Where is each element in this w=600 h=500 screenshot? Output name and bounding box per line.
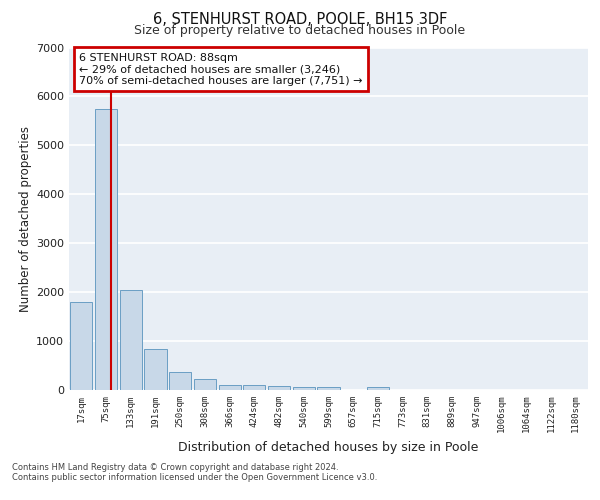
Bar: [218, 384, 241, 390]
Text: Contains HM Land Registry data © Crown copyright and database right 2024.: Contains HM Land Registry data © Crown c…: [12, 462, 338, 471]
Bar: [70, 302, 92, 390]
Bar: [367, 386, 389, 390]
Bar: [194, 378, 216, 390]
Text: 6, STENHURST ROAD, POOLE, BH15 3DF: 6, STENHURST ROAD, POOLE, BH15 3DF: [153, 12, 447, 28]
Bar: [95, 108, 117, 390]
Bar: [293, 387, 315, 390]
Bar: [317, 388, 340, 390]
Bar: [243, 386, 265, 390]
Text: Contains public sector information licensed under the Open Government Licence v3: Contains public sector information licen…: [12, 472, 377, 482]
Y-axis label: Number of detached properties: Number of detached properties: [19, 126, 32, 312]
Bar: [119, 290, 142, 390]
Bar: [169, 372, 191, 390]
Text: 6 STENHURST ROAD: 88sqm
← 29% of detached houses are smaller (3,246)
70% of semi: 6 STENHURST ROAD: 88sqm ← 29% of detache…: [79, 52, 363, 86]
X-axis label: Distribution of detached houses by size in Poole: Distribution of detached houses by size …: [178, 441, 479, 454]
Text: Size of property relative to detached houses in Poole: Size of property relative to detached ho…: [134, 24, 466, 37]
Bar: [268, 386, 290, 390]
Bar: [145, 350, 167, 390]
